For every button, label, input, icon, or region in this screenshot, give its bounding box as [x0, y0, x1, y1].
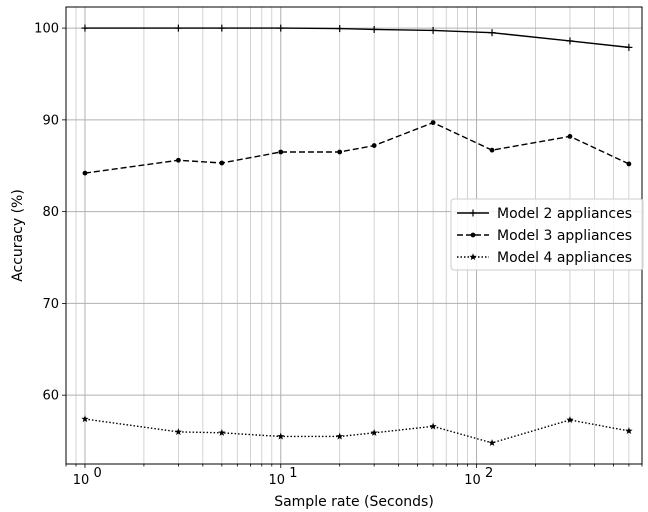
legend-label: Model 4 appliances: [497, 250, 632, 266]
data-point: [625, 427, 633, 435]
data-point: [218, 24, 226, 32]
legend: Model 2 appliances Model 3 appliances Mode…: [450, 198, 644, 271]
x-axis-title: Sample rate (Seconds): [274, 494, 434, 510]
data-point: [277, 432, 285, 440]
data-point: [81, 24, 89, 32]
data-point: [625, 43, 633, 51]
series-line: [84, 418, 630, 444]
series-line: [84, 121, 630, 174]
legend-box: [450, 198, 644, 271]
data-point: [174, 24, 182, 32]
legend-marker: [470, 232, 476, 238]
data-point: [336, 25, 344, 33]
y-tick-label: 80: [42, 205, 59, 220]
data-point: [488, 439, 496, 446]
data-point: [626, 161, 632, 167]
data-point: [277, 24, 285, 32]
data-point: [175, 157, 181, 163]
data-point: [337, 149, 343, 155]
data-point: [429, 422, 437, 430]
y-tick-label: 90: [42, 113, 59, 128]
data-point: [370, 429, 378, 436]
x-tick-label: 10: [268, 473, 285, 488]
data-point: [567, 133, 573, 139]
data-point: [488, 29, 496, 37]
data-point: [81, 415, 89, 423]
legend-marker: [469, 209, 477, 217]
legend-label: Model 2 appliances: [497, 206, 632, 222]
data-point: [429, 26, 437, 34]
y-tick-label: 100: [34, 22, 59, 37]
data-point: [566, 37, 574, 45]
data-point: [430, 120, 436, 126]
y-axis-title: Accuracy (%): [10, 189, 26, 282]
x-tick-label: 10: [464, 473, 481, 488]
x-tick-exponent: 0: [93, 466, 101, 481]
legend-marker: [469, 253, 477, 261]
data-point: [336, 432, 344, 440]
x-tick-label: 10: [73, 473, 90, 488]
series-4-appliances: [81, 415, 633, 446]
data-point: [489, 147, 495, 153]
series-3-appliances: [82, 120, 632, 176]
legend-label: Model 3 appliances: [497, 228, 632, 244]
series-group: [81, 24, 633, 446]
data-point: [370, 25, 378, 33]
y-tick-label: 70: [42, 297, 59, 312]
data-point: [174, 428, 182, 435]
y-tick-label: 60: [42, 389, 59, 404]
x-tick-exponent: 1: [289, 466, 297, 481]
data-point: [278, 149, 284, 155]
x-tick-exponent: 2: [485, 466, 493, 481]
data-point: [219, 160, 225, 166]
data-point: [218, 429, 226, 436]
data-point: [82, 170, 88, 176]
series-2-appliances: [81, 24, 633, 51]
data-point: [371, 143, 377, 148]
data-point: [566, 416, 574, 424]
series-line: [84, 27, 629, 49]
